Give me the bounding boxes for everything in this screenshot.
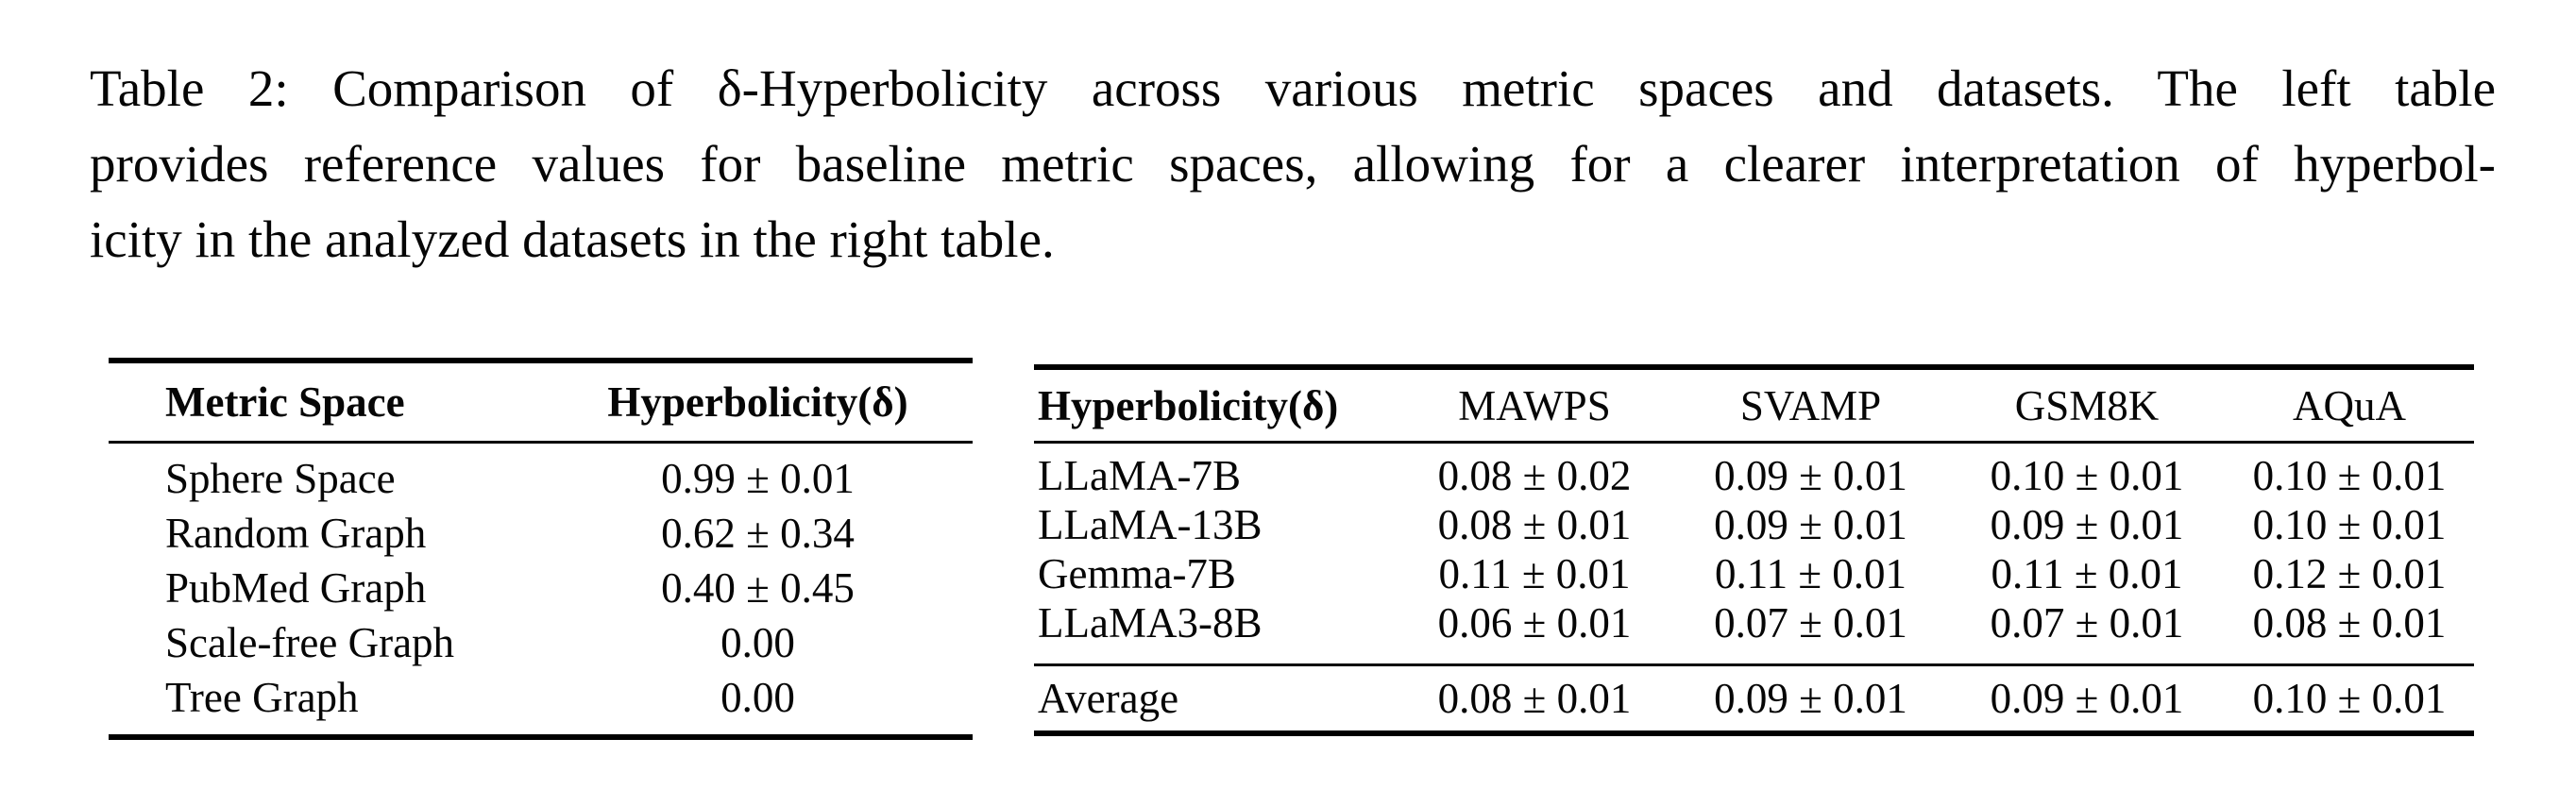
table-row: LLaMA-13B 0.08 ± 0.01 0.09 ± 0.01 0.09 ±… <box>1034 500 2474 549</box>
header-rule <box>109 441 973 444</box>
table-row: LLaMA3-8B 0.06 ± 0.01 0.07 ± 0.01 0.07 ±… <box>1034 598 2474 647</box>
cell-value: 0.09 ± 0.01 <box>1714 452 1907 499</box>
top-rule <box>1034 364 2474 370</box>
table-row: Gemma-7B 0.11 ± 0.01 0.11 ± 0.01 0.11 ± … <box>1034 549 2474 598</box>
cell-label: Tree Graph <box>165 674 359 721</box>
header-hyperbolicity: Hyperbolicity(δ) <box>607 378 908 426</box>
caption-line-2: provides reference values for baseline m… <box>90 135 2496 193</box>
table-row: Sphere Space 0.99 ± 0.01 <box>109 451 973 506</box>
table-row: Random Graph 0.62 ± 0.34 <box>109 506 973 561</box>
cell-model: LLaMA-7B <box>1038 452 1241 499</box>
table-body: Sphere Space 0.99 ± 0.01 Random Graph 0.… <box>109 444 973 734</box>
table-footer: Average 0.08 ± 0.01 0.09 ± 0.01 0.09 ± 0… <box>1034 666 2474 730</box>
cell-value: 0.12 ± 0.01 <box>2252 550 2447 597</box>
table-row: PubMed Graph 0.40 ± 0.45 <box>109 561 973 615</box>
cell-value: 0.10 ± 0.01 <box>2252 501 2447 548</box>
cell-value: 0.11 ± 0.01 <box>1991 550 2183 597</box>
table-row: LLaMA-7B 0.08 ± 0.02 0.09 ± 0.01 0.10 ± … <box>1034 451 2474 500</box>
cell-label: Sphere Space <box>165 455 396 502</box>
header-gsm8k: GSM8K <box>2014 381 2160 429</box>
cell-model: LLaMA-13B <box>1038 501 1263 548</box>
caption-line-3: icity in the analyzed datasets in the ri… <box>90 210 1055 268</box>
hyperbolicity-results-table: Hyperbolicity(δ) MAWPS SVAMP GSM8K AQuA … <box>1034 364 2474 736</box>
cell-value: 0.08 ± 0.01 <box>1437 675 1632 722</box>
table-header-row: Hyperbolicity(δ) MAWPS SVAMP GSM8K AQuA <box>1034 370 2474 441</box>
cell-value: 0.00 <box>720 619 795 666</box>
table-row: Tree Graph 0.00 <box>109 670 973 725</box>
mid-rule <box>1034 663 2474 666</box>
header-rule <box>1034 441 2474 444</box>
table-row: Scale-free Graph 0.00 <box>109 615 973 670</box>
cell-value: 0.09 ± 0.01 <box>1714 675 1907 722</box>
cell-value: 0.10 ± 0.01 <box>1990 452 2184 499</box>
cell-label: PubMed Graph <box>165 564 427 612</box>
cell-value: 0.62 ± 0.34 <box>661 510 855 557</box>
cell-value: 0.08 ± 0.01 <box>2252 599 2447 646</box>
cell-value: 0.06 ± 0.01 <box>1437 599 1632 646</box>
cell-model: Gemma-7B <box>1038 550 1236 597</box>
bottom-rule <box>1034 730 2474 736</box>
cell-value: 0.10 ± 0.01 <box>2252 675 2447 722</box>
cell-value: 0.00 <box>720 674 795 721</box>
bottom-rule <box>109 734 973 740</box>
cell-value: 0.08 ± 0.02 <box>1437 452 1632 499</box>
header-aqua: AQuA <box>2293 381 2406 429</box>
cell-value: 0.08 ± 0.01 <box>1437 501 1632 548</box>
cell-average-label: Average <box>1038 675 1179 722</box>
cell-model: LLaMA3-8B <box>1038 599 1263 646</box>
caption-line-1: Table 2: Comparison of δ-Hyperbolicity a… <box>90 59 2496 117</box>
metric-space-table: Metric Space Hyperbolicity(δ) Sphere Spa… <box>109 358 973 740</box>
header-svamp: SVAMP <box>1739 381 1882 429</box>
cell-value: 0.40 ± 0.45 <box>661 564 855 612</box>
header-hyperbolicity: Hyperbolicity(δ) <box>1038 381 1339 429</box>
cell-value: 0.99 ± 0.01 <box>661 455 855 502</box>
cell-value: 0.10 ± 0.01 <box>2252 452 2447 499</box>
cell-label: Random Graph <box>165 510 427 557</box>
table-body: LLaMA-7B 0.08 ± 0.02 0.09 ± 0.01 0.10 ± … <box>1034 444 2474 663</box>
header-metric-space: Metric Space <box>165 378 405 426</box>
cell-value: 0.11 ± 0.01 <box>1438 550 1631 597</box>
cell-value: 0.09 ± 0.01 <box>1990 501 2184 548</box>
table-header-row: Metric Space Hyperbolicity(δ) <box>109 363 973 441</box>
cell-value: 0.09 ± 0.01 <box>1990 675 2184 722</box>
cell-label: Scale-free Graph <box>165 619 455 666</box>
cell-value: 0.07 ± 0.01 <box>1714 599 1907 646</box>
average-row: Average 0.08 ± 0.01 0.09 ± 0.01 0.09 ± 0… <box>1034 666 2474 730</box>
cell-value: 0.11 ± 0.01 <box>1714 550 1907 597</box>
cell-value: 0.09 ± 0.01 <box>1714 501 1907 548</box>
header-mawps: MAWPS <box>1458 381 1611 429</box>
table-caption: Table 2: Comparison of δ-Hyperbolicity a… <box>90 51 2496 277</box>
top-rule <box>109 358 973 363</box>
cell-value: 0.07 ± 0.01 <box>1990 599 2184 646</box>
